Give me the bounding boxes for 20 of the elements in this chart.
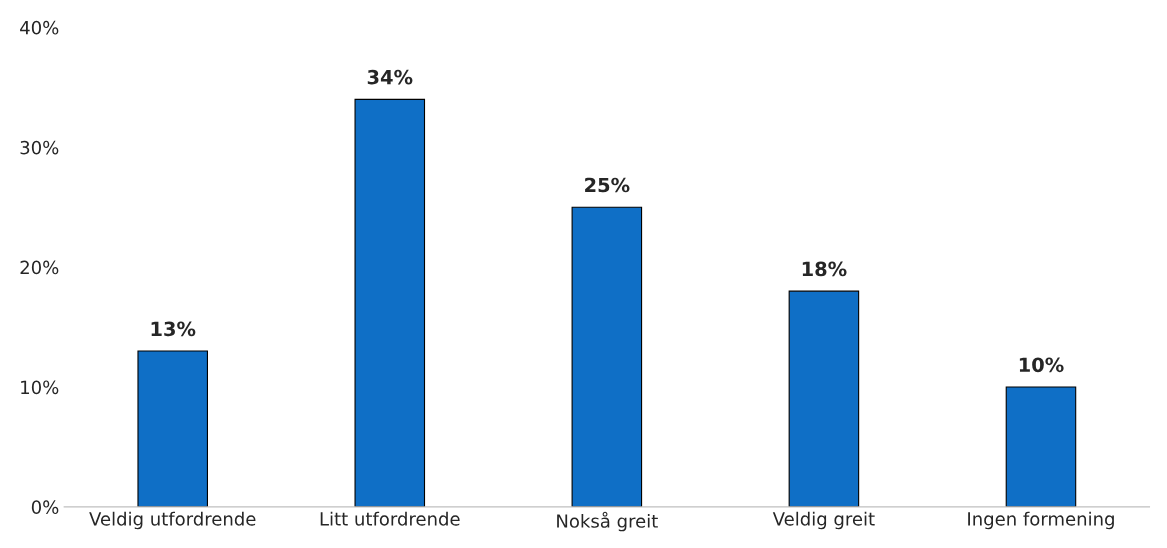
bar	[137, 350, 209, 507]
data-label: 34%	[367, 69, 413, 85]
x-tick-label: Veldig greit	[772, 511, 875, 530]
x-tick-label: Ingen formening	[968, 511, 1114, 530]
y-tick-label: 30%	[20, 140, 59, 155]
y-tick-label: 0%	[31, 500, 59, 515]
bar	[354, 98, 426, 507]
y-tick-label: 20%	[20, 260, 59, 275]
y-tick-label: 40%	[20, 20, 59, 35]
x-tick-label: Litt utfordrende	[320, 511, 460, 526]
data-label: 13%	[151, 321, 196, 337]
x-tick-label: Veldig utfordrende	[89, 511, 256, 530]
y-tick-label: 10%	[21, 380, 59, 395]
data-label: 18%	[802, 261, 847, 277]
bar	[788, 290, 860, 507]
bar	[571, 206, 643, 507]
x-tick-label: Nokså greit	[557, 511, 658, 532]
bar	[1005, 386, 1077, 507]
data-label: 25%	[585, 177, 630, 193]
data-label: 10%	[1019, 357, 1064, 373]
